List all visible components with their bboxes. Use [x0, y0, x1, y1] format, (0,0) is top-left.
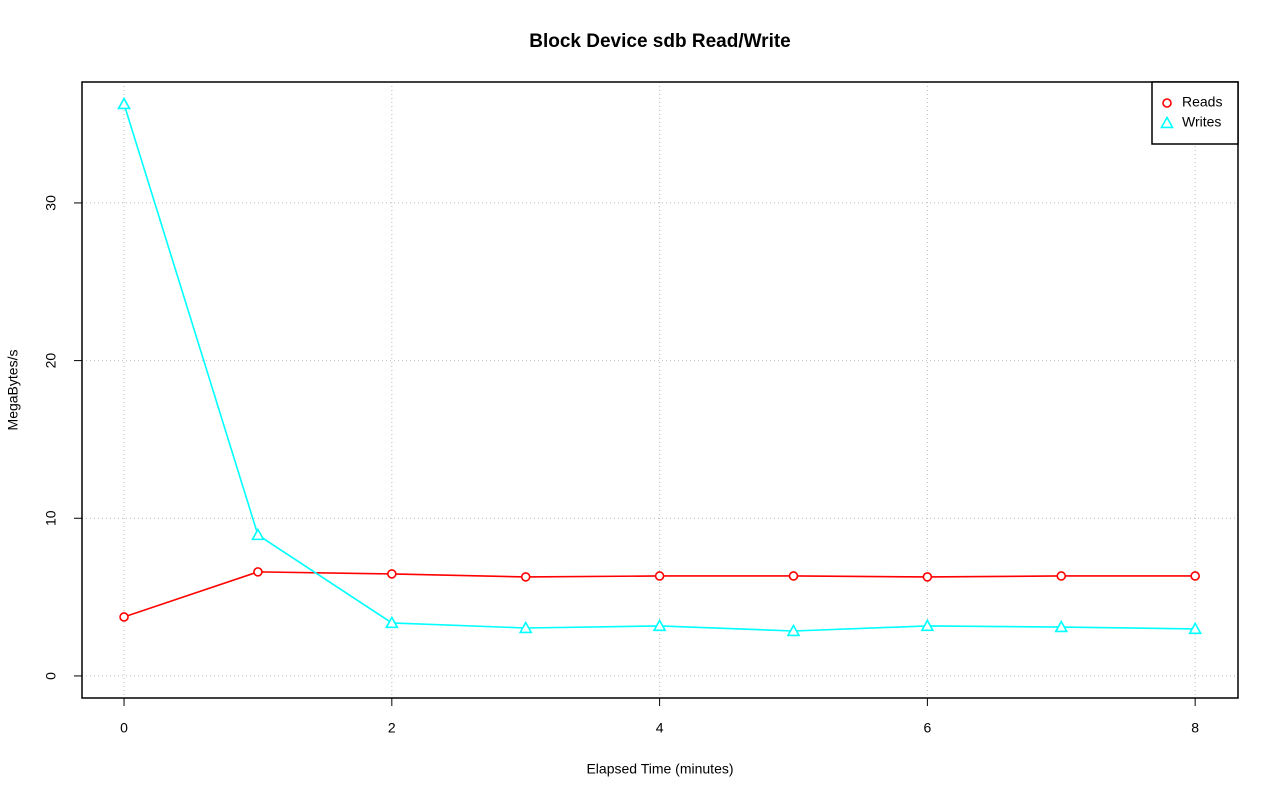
marker — [1188, 621, 1203, 635]
y-tick-label: 30 — [43, 195, 59, 211]
y-tick-label: 10 — [43, 510, 59, 526]
plot-frame — [81, 81, 1239, 699]
legend-box — [1151, 81, 1239, 145]
marker — [387, 569, 397, 579]
legend-label: Reads — [1182, 94, 1222, 110]
series-line — [123, 103, 1196, 632]
marker — [1160, 115, 1174, 129]
marker — [1056, 571, 1067, 581]
marker — [384, 615, 399, 629]
x-tick-label: 8 — [1191, 720, 1199, 736]
chart-title: Block Device sdb Read/Write — [529, 31, 791, 52]
x-tick-label: 6 — [923, 720, 931, 736]
legend: Reads Writes — [1151, 81, 1239, 145]
x-tick-label: 4 — [656, 720, 664, 736]
marker — [253, 567, 263, 577]
marker — [786, 623, 801, 637]
marker — [520, 572, 531, 582]
marker — [788, 571, 799, 581]
y-tick-label: 20 — [43, 353, 59, 369]
marker — [119, 612, 129, 622]
y-axis-label: MegaBytes/s — [5, 350, 21, 431]
marker — [518, 620, 533, 634]
marker — [1190, 571, 1200, 581]
x-tick-label: 2 — [388, 720, 396, 736]
x-axis-label: Elapsed Time (minutes) — [586, 761, 733, 777]
marker — [1162, 98, 1172, 108]
marker — [117, 96, 131, 110]
marker — [251, 527, 265, 541]
marker — [654, 571, 665, 581]
x-tick-label: 0 — [120, 720, 128, 736]
legend-label: Writes — [1182, 114, 1221, 130]
marker — [920, 618, 935, 632]
marker — [922, 572, 933, 582]
marker — [652, 618, 667, 632]
marker — [1054, 619, 1069, 633]
y-tick-label: 0 — [43, 672, 59, 680]
